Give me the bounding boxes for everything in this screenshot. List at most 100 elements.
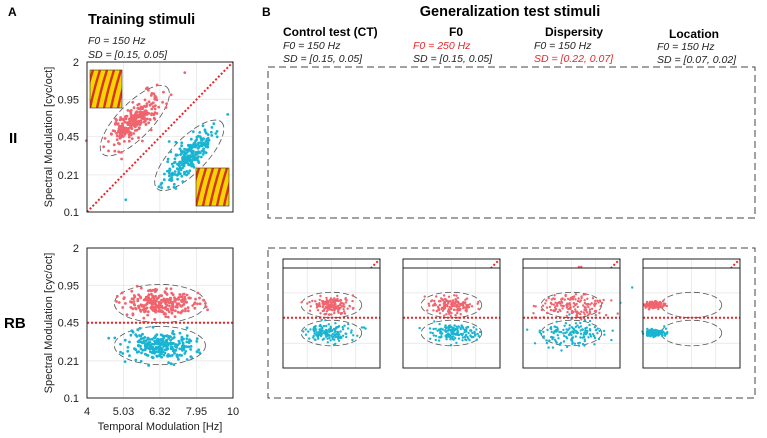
x-tick-label: 4	[84, 406, 90, 418]
data-point	[166, 169, 169, 173]
data-point	[147, 121, 151, 125]
category-b-points	[526, 313, 614, 352]
category-ellipse-a	[540, 291, 603, 319]
x-tick-label: 10	[227, 406, 239, 418]
data-point	[172, 332, 176, 336]
data-point	[323, 330, 326, 333]
data-point	[118, 133, 122, 136]
data-point	[326, 299, 329, 303]
category-a-points	[643, 299, 669, 311]
data-point	[596, 332, 599, 335]
data-point	[182, 300, 186, 303]
data-point	[545, 299, 548, 302]
data-point	[131, 100, 135, 104]
y-tick-label: 0.21	[58, 356, 79, 368]
y-tick-label: 2	[73, 243, 79, 255]
data-point	[655, 304, 658, 307]
data-point	[141, 139, 144, 143]
data-point	[326, 341, 329, 344]
training-sd: SD = [0.15, 0.05]	[88, 49, 168, 61]
data-point	[320, 318, 323, 321]
data-point	[330, 334, 333, 337]
row-label-rb: RB	[4, 315, 26, 332]
data-point	[193, 302, 196, 305]
data-point	[118, 118, 122, 122]
data-point	[137, 127, 141, 131]
data-point	[351, 294, 355, 297]
data-point	[154, 96, 158, 99]
data-point	[431, 304, 435, 307]
data-point	[168, 174, 171, 178]
data-point	[347, 322, 350, 326]
data-point	[580, 296, 583, 300]
data-point	[429, 331, 432, 334]
data-point	[150, 351, 154, 355]
data-point	[137, 306, 141, 310]
data-point	[432, 327, 435, 331]
col-header-f0: F0	[449, 25, 463, 39]
data-point	[202, 137, 206, 141]
data-point	[558, 300, 561, 304]
data-point	[562, 304, 565, 308]
data-point	[178, 331, 182, 335]
data-point	[142, 112, 146, 116]
data-point	[585, 311, 589, 314]
data-point	[325, 332, 329, 336]
data-point	[644, 303, 648, 306]
data-point	[168, 354, 172, 358]
data-point	[155, 309, 158, 313]
data-point	[584, 293, 587, 296]
data-point	[326, 329, 329, 332]
data-point	[304, 328, 307, 331]
data-point	[180, 144, 184, 148]
data-point	[324, 305, 328, 309]
data-point	[125, 121, 129, 125]
category-ellipse-a	[420, 291, 483, 319]
data-point	[189, 355, 193, 358]
data-point	[321, 329, 324, 332]
data-point	[129, 306, 133, 309]
data-point	[604, 313, 608, 317]
data-point	[471, 331, 474, 335]
data-point	[158, 338, 162, 342]
data-point	[555, 320, 558, 323]
data-point	[173, 157, 177, 161]
data-point	[444, 334, 447, 338]
data-point	[566, 297, 570, 301]
data-point	[171, 165, 175, 168]
generalization-box-ii	[267, 66, 756, 219]
data-point	[131, 307, 135, 311]
data-point	[189, 148, 192, 152]
data-point	[549, 308, 553, 312]
data-point	[564, 293, 567, 297]
data-point	[184, 307, 187, 311]
data-point	[196, 143, 200, 147]
data-point	[331, 335, 335, 338]
data-point	[115, 134, 119, 138]
data-point	[168, 296, 172, 300]
data-point	[170, 309, 174, 312]
data-point	[158, 294, 162, 298]
data-point	[187, 158, 191, 162]
data-point	[550, 327, 553, 331]
data-point	[144, 123, 148, 126]
generalization-title: Generalization test stimuli	[420, 4, 601, 20]
data-point	[564, 331, 567, 335]
data-point	[330, 329, 334, 333]
data-point	[550, 335, 554, 339]
data-point	[318, 303, 321, 306]
data-point	[186, 306, 190, 309]
col-sd-ct: SD = [0.15, 0.05]	[283, 53, 363, 65]
data-point	[139, 296, 143, 300]
data-point	[180, 174, 184, 178]
data-point	[120, 157, 123, 161]
data-point	[170, 311, 174, 315]
data-point	[326, 337, 329, 340]
data-point	[329, 328, 332, 331]
data-point	[650, 331, 653, 334]
data-point	[160, 347, 164, 351]
data-point	[179, 304, 182, 307]
data-point	[132, 106, 136, 110]
data-point	[124, 115, 127, 118]
data-point	[181, 344, 184, 348]
